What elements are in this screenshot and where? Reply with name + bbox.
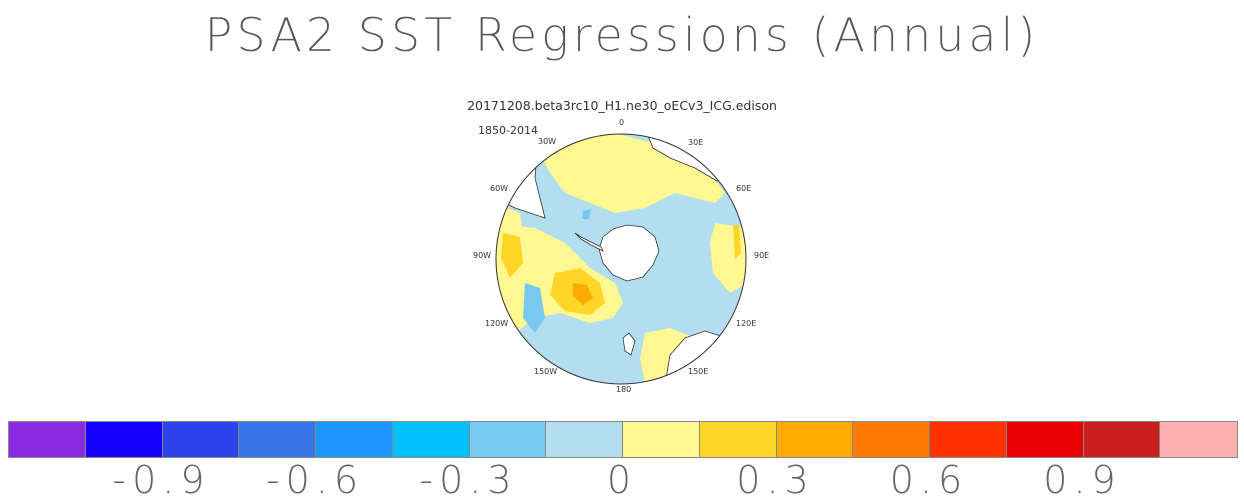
colorbar-box [239,422,316,457]
colorbar-tick-label: 0.9 [1043,458,1122,502]
map-border [495,133,747,385]
lon-label-120e: 120E [736,319,757,328]
colorbar-tick-label: 0.3 [736,458,815,502]
lon-label-180: 180 [616,385,632,394]
antarctic-peninsula [574,232,604,252]
colorbar-box [1006,422,1084,457]
lon-label-90w: 90W [473,251,492,260]
colorbar-tick-label: 0.6 [889,458,969,502]
neg-medium-region-pacific [523,283,545,333]
time-period-label: 1850-2014 [478,124,538,137]
polar-sst-map [495,133,747,385]
lon-label-30w: 30W [538,137,557,146]
lon-label-60e: 60E [736,184,752,193]
new-zealand-landmass [622,332,636,356]
colorbar-box [699,422,777,457]
pos-medium-region-coast [501,233,523,278]
colorbar-box [776,422,854,457]
colorbar-box [1160,422,1237,457]
pos-medium-region-indian [733,225,741,259]
pos-strong-region-pacific [573,283,593,305]
colorbar-tick-label: 0 [606,458,638,502]
colorbar-box [1083,422,1161,457]
colorbar [8,421,1238,458]
colorbar-box [392,422,470,457]
colorbar-box [162,422,240,457]
colorbar-tick-labels: -0.9 -0.6 -0.3 0 0.3 0.6 0.9 [0,458,1244,502]
colorbar-tick-label: -0.9 [112,458,211,502]
lon-label-30e: 30E [688,138,704,147]
antarctica-landmass [598,224,660,282]
colorbar-box [853,422,930,457]
lon-label-60w: 60W [490,184,509,193]
colorbar-tick-label: -0.3 [419,458,518,502]
colorbar-box [469,422,547,457]
colorbar-box [546,422,623,457]
lon-label-120w: 120W [485,319,509,328]
lon-label-90e: 90E [754,251,770,260]
colorbar-box [9,422,86,457]
model-run-subtitle: 20171208.beta3rc10_H1.ne30_oECv3_ICG.edi… [467,98,777,113]
colorbar-tick-label: -0.6 [265,458,365,502]
colorbar-box [930,422,1007,457]
colorbar-box [623,422,700,457]
lon-label-150e: 150E [688,367,709,376]
colorbar-box [316,422,393,457]
lon-label-150w: 150W [534,367,558,376]
figure-title: PSA2 SST Regressions (Annual) [204,8,1040,62]
lon-label-0: 0 [619,118,625,127]
colorbar-box [85,422,163,457]
neg-medium-region-atlantic [582,209,591,219]
